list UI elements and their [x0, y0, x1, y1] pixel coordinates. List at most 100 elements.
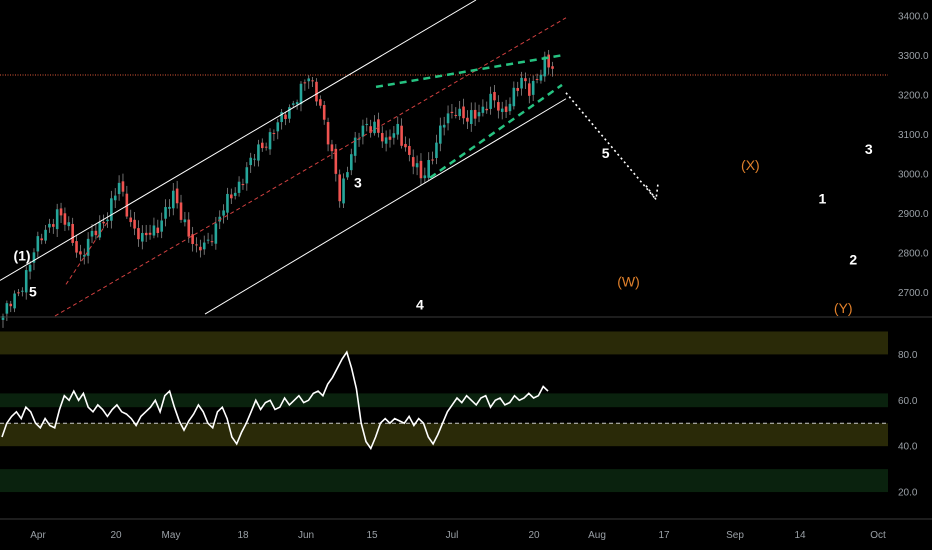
price-axis-tick: 3100.0	[898, 130, 929, 141]
wave-label: 4	[416, 296, 424, 312]
candle-body	[473, 109, 477, 119]
time-axis-tick: 20	[528, 530, 540, 541]
candle-body	[512, 87, 516, 107]
candle-body	[330, 144, 334, 152]
candle-body	[319, 99, 322, 106]
candle-body	[202, 242, 206, 250]
wave-label: 2	[849, 252, 857, 268]
candle-body	[59, 208, 63, 216]
candle-body	[423, 175, 427, 179]
candle-body	[222, 210, 225, 216]
projection-arrow-shaft	[565, 92, 657, 200]
candle-body	[98, 222, 102, 238]
candle-body	[380, 133, 384, 142]
indicator-band	[0, 331, 888, 355]
candle-body	[90, 230, 94, 237]
candle-body	[164, 207, 167, 219]
candle-body	[36, 236, 40, 252]
candle-body	[408, 145, 411, 155]
candle-body	[63, 213, 67, 225]
candle-body	[24, 270, 28, 293]
candle-body	[338, 174, 341, 202]
candle-body	[237, 181, 241, 193]
candle-body	[144, 232, 148, 236]
candle-body	[458, 108, 461, 117]
candle-body	[129, 217, 133, 223]
projection-arrow-head	[645, 183, 659, 202]
candle-body	[377, 119, 380, 133]
time-axis-tick: 17	[658, 530, 670, 541]
candle-body	[17, 292, 20, 294]
candle-body	[311, 80, 314, 82]
time-axis-tick: 18	[237, 530, 249, 541]
candle-body	[44, 229, 47, 241]
candle-body	[86, 238, 90, 256]
candle-body	[249, 157, 252, 166]
time-axis-tick: Oct	[870, 530, 886, 541]
candle-body	[125, 193, 129, 217]
candle-body	[346, 172, 349, 178]
candle-body	[9, 303, 13, 307]
candle-body	[121, 181, 125, 192]
indicator-band	[0, 393, 888, 408]
candle-body	[206, 239, 210, 241]
candle-body	[442, 124, 446, 128]
candle-body	[187, 219, 191, 237]
candle-body	[245, 167, 249, 184]
candle-body	[524, 78, 527, 82]
candle-body	[454, 114, 458, 116]
time-axis-tick: Aug	[588, 530, 606, 541]
candle-body	[141, 233, 144, 242]
wave-label: 3	[865, 141, 873, 157]
candle-body	[156, 227, 160, 233]
candle-body	[493, 92, 496, 101]
candle-body	[148, 232, 152, 235]
candle-body	[539, 74, 543, 81]
upper-channel-line	[0, 0, 477, 281]
candle-body	[183, 219, 187, 223]
candle-body	[466, 117, 469, 122]
price-axis-tick: 2700.0	[898, 288, 929, 299]
candle-body	[485, 108, 489, 111]
candle-body	[168, 206, 171, 209]
candle-body	[531, 80, 535, 95]
time-axis-tick: Sep	[726, 530, 744, 541]
candle-body	[497, 102, 500, 111]
candle-body	[315, 81, 318, 102]
candle-body	[133, 219, 136, 229]
candle-body	[508, 103, 512, 112]
candle-body	[361, 125, 365, 137]
time-axis-tick: 14	[794, 530, 806, 541]
candle-body	[284, 114, 287, 120]
candle-body	[160, 220, 163, 232]
candle-body	[5, 303, 9, 314]
price-axis-tick: 3000.0	[898, 169, 929, 180]
candle-body	[373, 121, 376, 134]
indicator-axis-tick: 20.0	[898, 488, 918, 499]
candle-body	[516, 88, 520, 91]
candle-body	[431, 159, 434, 161]
candle-body	[411, 157, 415, 167]
candle-body	[303, 82, 307, 84]
lower-channel-line	[204, 98, 567, 315]
candle-body	[241, 184, 245, 186]
candle-body	[334, 148, 338, 174]
wave-label: 3	[354, 175, 362, 191]
wave-label: 1	[818, 190, 826, 206]
price-axis-tick: 2900.0	[898, 209, 929, 220]
candle-body	[404, 143, 407, 148]
candle-body	[450, 111, 454, 113]
indicator-axis-tick: 80.0	[898, 350, 918, 361]
wave-label: 5	[602, 145, 610, 161]
candle-body	[257, 144, 260, 161]
candle-body	[299, 83, 303, 105]
candle-body	[268, 132, 272, 150]
candle-body	[175, 188, 179, 204]
candle-body	[520, 77, 523, 89]
candle-body	[280, 112, 283, 123]
candle-body	[82, 255, 86, 257]
candle-body	[210, 241, 214, 243]
candle-body	[350, 154, 353, 171]
candle-body	[106, 219, 109, 222]
